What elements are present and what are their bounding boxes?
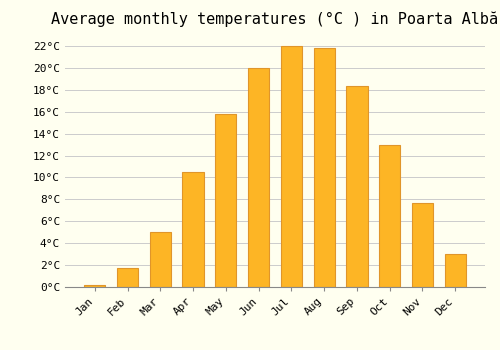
Bar <box>248 68 270 287</box>
Bar <box>84 285 106 287</box>
Bar <box>444 254 466 287</box>
Bar <box>117 268 138 287</box>
Bar <box>280 46 302 287</box>
Bar <box>412 203 433 287</box>
Bar <box>215 114 236 287</box>
Bar <box>314 48 335 287</box>
Bar <box>182 172 204 287</box>
Bar <box>346 86 368 287</box>
Bar <box>379 145 400 287</box>
Title: Average monthly temperatures (°C ) in Poarta Albă: Average monthly temperatures (°C ) in Po… <box>52 12 498 27</box>
Bar <box>150 232 171 287</box>
